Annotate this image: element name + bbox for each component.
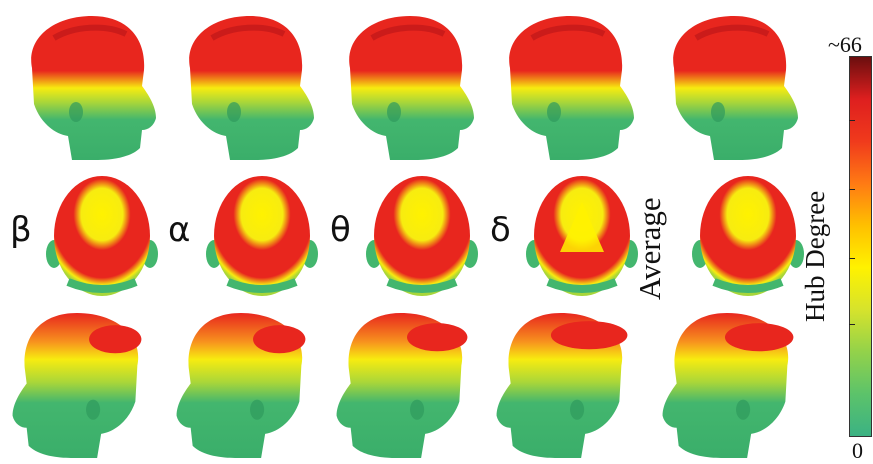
colorbar-min-label: 0 [852,438,863,463]
beta-label: β [10,210,32,250]
alpha-label: α [168,210,191,250]
head-delta-top [526,176,638,296]
head-delta-right-lateral [496,313,628,458]
colorbar-title: Hub Degree [800,190,830,322]
head-average-top [692,176,804,296]
colorbar-max-label: ~66 [828,32,862,57]
head-beta-left-lateral [31,16,156,160]
delta-label: δ [490,210,511,250]
colorbar-tick [849,189,855,190]
colorbar-tick [849,324,855,325]
head-theta-top [366,176,478,296]
head-average-right-lateral [662,313,794,458]
head-alpha-right-lateral [176,313,306,458]
head-delta-left-lateral [509,16,634,160]
head-beta-top [46,176,158,296]
head-alpha-top [206,176,318,296]
colorbar [849,56,872,437]
head-theta-left-lateral [349,16,474,160]
colorbar-tick [849,258,855,259]
colorbar-tick [849,120,855,121]
theta-label: θ [330,210,351,250]
head-average-left-lateral [673,16,798,160]
head-alpha-left-lateral [189,16,314,160]
head-beta-right-lateral [12,313,142,458]
head-theta-right-lateral [336,313,468,458]
